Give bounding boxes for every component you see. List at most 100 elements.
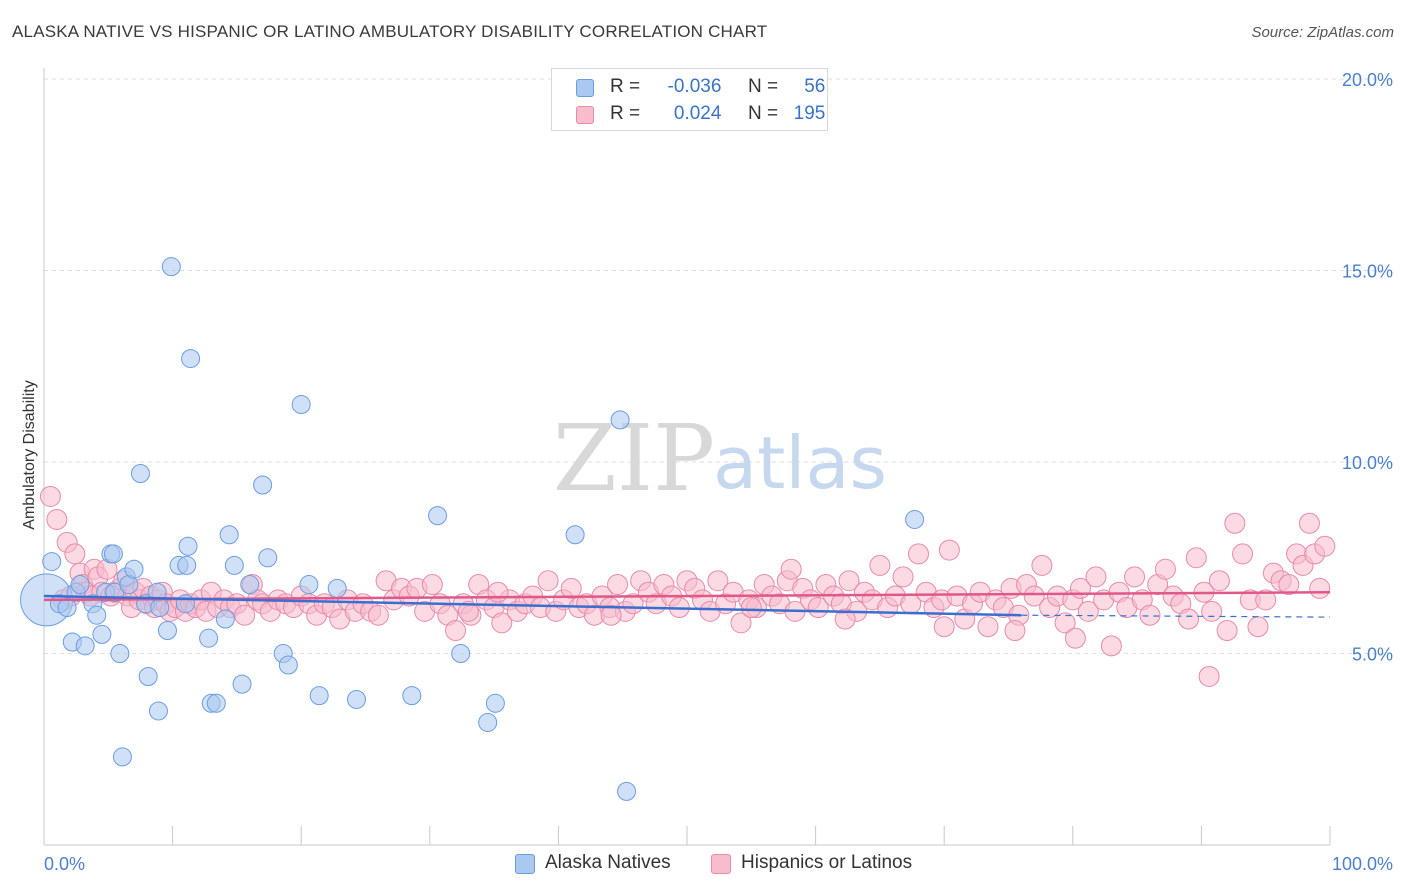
point-hispanics [838, 570, 860, 592]
point-hispanics [1247, 616, 1269, 638]
legend-n-value-hispanic: 195 [793, 103, 826, 124]
bottom-legend-swatch-alaska [515, 854, 535, 874]
point-hispanics [1232, 543, 1254, 565]
point-hispanics [938, 539, 960, 561]
point-hispanics [487, 581, 509, 603]
legend-swatch-hispanic [576, 106, 594, 124]
point-alaska-natives [42, 552, 62, 572]
point-hispanics [869, 554, 891, 576]
point-alaska-natives [253, 475, 273, 495]
point-alaska-natives [181, 349, 201, 369]
trend-line-hispanics [43, 590, 1331, 602]
point-alaska-natives [451, 644, 471, 663]
point-alaska-natives [70, 575, 90, 595]
point-hispanics [1085, 566, 1107, 588]
point-alaska-natives [309, 686, 329, 706]
bottom-legend-swatch-hispanic [711, 854, 731, 874]
point-alaska-natives [346, 689, 366, 709]
point-alaska-natives [87, 605, 107, 625]
point-hispanics [1185, 547, 1207, 569]
legend-n-label: N = [747, 103, 779, 124]
point-hispanics [907, 543, 929, 565]
point-hispanics [780, 558, 802, 580]
correlation-legend: R = -0.036 N = 56 R = 0.024 N = 195 [551, 68, 828, 131]
point-hispanics [933, 616, 955, 638]
point-alaska-natives [124, 559, 144, 579]
data-points [20, 257, 1336, 801]
point-alaska-natives [610, 410, 630, 430]
x-tick-label: 100.0% [1332, 854, 1393, 874]
point-hispanics [1154, 558, 1176, 580]
point-hispanics [607, 574, 629, 596]
point-hispanics [39, 485, 61, 507]
legend-r-label: R = [610, 76, 641, 97]
point-alaska-natives [75, 636, 95, 656]
legend-r-value-hispanic: 0.024 [673, 103, 722, 124]
point-alaska-natives [299, 575, 319, 595]
point-alaska-natives [219, 525, 239, 545]
point-alaska-natives [148, 701, 168, 721]
point-alaska-natives [110, 644, 130, 663]
point-alaska-natives [199, 628, 219, 648]
grid-lines [44, 78, 1392, 654]
chart-title: ALASKA NATIVE VS HISPANIC OR LATINO AMBU… [12, 22, 768, 41]
point-alaska-natives [905, 509, 925, 529]
point-hispanics [600, 604, 622, 626]
point-hispanics [1314, 535, 1336, 557]
point-alaska-natives [278, 655, 298, 675]
point-alaska-natives [291, 395, 311, 415]
trend-lines [43, 590, 1331, 618]
y-tick-label: 10.0% [1342, 453, 1393, 473]
point-hispanics [1064, 627, 1086, 649]
legend-swatch-alaska [576, 79, 594, 97]
point-hispanics [1100, 635, 1122, 657]
bottom-legend-label-hispanic: Hispanics or Latinos [741, 852, 913, 873]
point-hispanics [1278, 574, 1300, 596]
trend-line-alaska-natives [43, 594, 1022, 617]
point-alaska-natives [215, 609, 235, 629]
point-alaska-natives [177, 555, 197, 575]
point-hispanics [1031, 554, 1053, 576]
point-hispanics [234, 604, 256, 626]
y-tick-label: 20.0% [1342, 70, 1393, 90]
point-hispanics [1198, 665, 1220, 687]
point-hispanics [457, 600, 479, 622]
point-alaska-natives [232, 674, 252, 694]
point-hispanics [367, 604, 389, 626]
point-hispanics [421, 574, 443, 596]
point-alaska-natives [157, 621, 177, 641]
point-hispanics [730, 612, 752, 634]
point-hispanics [1255, 589, 1277, 611]
point-hispanics [491, 612, 513, 634]
y-axis-title: Ambulatory Disability [21, 380, 38, 529]
point-alaska-natives [240, 575, 260, 595]
point-alaska-natives [138, 666, 158, 686]
watermark-zip: ZIP [553, 405, 715, 512]
point-hispanics [834, 608, 856, 630]
point-alaska-natives [175, 594, 195, 614]
point-alaska-natives [150, 598, 170, 618]
point-hispanics [560, 577, 582, 599]
point-hispanics [445, 620, 467, 642]
point-alaska-natives [206, 693, 226, 713]
point-hispanics [537, 570, 559, 592]
point-hispanics [707, 570, 729, 592]
point-hispanics [1298, 512, 1320, 534]
point-hispanics [1023, 585, 1045, 607]
watermark: ZIP atlas [553, 405, 887, 512]
point-hispanics [1201, 600, 1223, 622]
point-hispanics [1309, 577, 1331, 599]
point-hispanics [892, 566, 914, 588]
point-alaska-natives [327, 578, 347, 598]
point-hispanics [64, 543, 86, 565]
point-alaska-natives [103, 544, 123, 564]
point-alaska-natives [402, 686, 422, 706]
point-hispanics [1077, 600, 1099, 622]
bottom-legend-label-alaska: Alaska Natives [545, 852, 671, 873]
point-alaska-natives [224, 555, 244, 575]
point-hispanics [1178, 608, 1200, 630]
point-hispanics [1216, 620, 1238, 642]
point-alaska-natives [565, 525, 585, 545]
point-hispanics [1208, 570, 1230, 592]
